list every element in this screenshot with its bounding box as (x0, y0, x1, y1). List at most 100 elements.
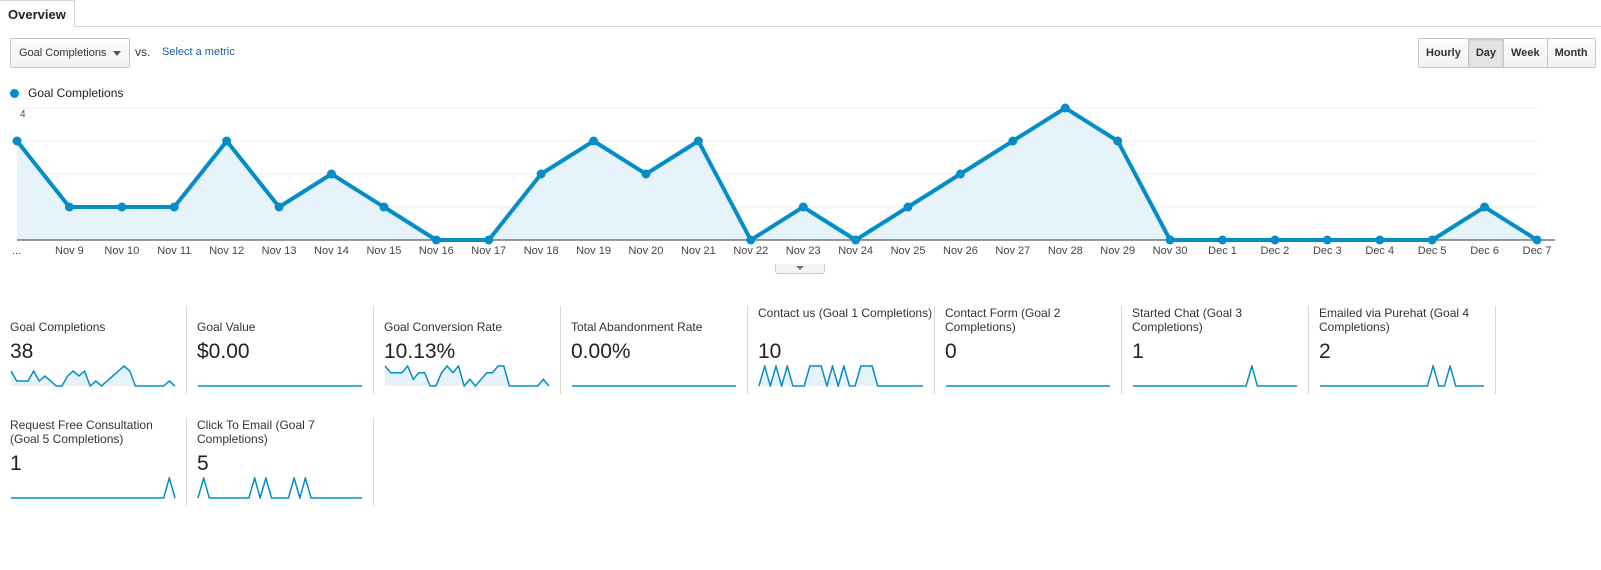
data-point[interactable] (798, 202, 808, 212)
x-tick-label: Nov 13 (262, 245, 297, 257)
sparkline (572, 385, 736, 387)
scorecard[interactable]: Goal Conversion Rate 10.13% (374, 306, 561, 394)
data-point[interactable] (536, 169, 546, 179)
data-point[interactable] (12, 136, 22, 146)
x-tick-label: Nov 23 (786, 245, 821, 257)
legend-label: Goal Completions (28, 86, 124, 100)
x-tick-label: Nov 10 (104, 245, 139, 257)
data-point[interactable] (379, 202, 389, 212)
series-area (17, 108, 1537, 240)
chart-collapse-handle[interactable] (775, 264, 825, 274)
data-point[interactable] (1480, 202, 1490, 212)
scorecard-value: 1 (1132, 340, 1144, 363)
data-point[interactable] (1165, 235, 1175, 245)
data-point[interactable] (117, 202, 127, 212)
scorecard[interactable]: Request Free Consultation (Goal 5 Comple… (0, 418, 187, 506)
x-tick-label: Nov 17 (471, 245, 506, 257)
data-point[interactable] (903, 202, 913, 212)
scorecard-label: Total Abandonment Rate (571, 320, 703, 334)
tab-overview[interactable]: Overview (0, 0, 75, 28)
series-line (15, 106, 1539, 242)
x-tick-label: Nov 24 (838, 245, 873, 257)
hourly-button[interactable]: Hourly (1419, 39, 1469, 67)
data-point[interactable] (955, 169, 965, 179)
select-metric-link[interactable]: Select a metric (162, 46, 235, 58)
scorecard-label: Goal Value (197, 320, 256, 334)
x-tick-label: Nov 20 (629, 245, 664, 257)
data-point[interactable] (746, 235, 756, 245)
x-tick-label: Nov 21 (681, 245, 716, 257)
x-tick-label: Nov 16 (419, 245, 454, 257)
scorecard-value: $0.00 (197, 340, 250, 363)
data-point[interactable] (484, 235, 494, 245)
x-tick-label: Nov 12 (209, 245, 244, 257)
sparkline (1133, 365, 1297, 387)
x-tick-label: Nov 15 (366, 245, 401, 257)
data-point[interactable] (326, 169, 336, 179)
data-point[interactable] (1113, 136, 1123, 146)
scorecard[interactable]: Emailed via Purehat (Goal 4 Completions)… (1309, 306, 1496, 394)
chevron-down-icon (796, 266, 804, 270)
x-tick-label: ... (12, 245, 21, 257)
sparkline-line (11, 477, 176, 499)
scorecard[interactable]: Contact Form (Goal 2 Completions) 0 (935, 306, 1122, 394)
data-point[interactable] (641, 169, 651, 179)
scorecard-label: Started Chat (Goal 3 Completions) (1132, 306, 1243, 334)
data-point[interactable] (1427, 235, 1437, 245)
x-tick-label: Nov 30 (1153, 245, 1188, 257)
data-point[interactable] (169, 202, 179, 212)
scorecard-label: Emailed via Purehat (Goal 4 Completions) (1319, 306, 1470, 334)
sparkline (1320, 365, 1484, 387)
tab-bar: Overview (0, 0, 1601, 28)
sparkline (197, 477, 362, 499)
month-button[interactable]: Month (1547, 39, 1595, 67)
data-point[interactable] (1218, 235, 1228, 245)
metric-select[interactable]: Goal Completions (10, 38, 130, 68)
x-tick-label: Dec 3 (1313, 245, 1342, 257)
vs-label: vs. (135, 45, 151, 59)
data-point[interactable] (1375, 235, 1385, 245)
metric-select-label: Goal Completions (19, 47, 107, 59)
x-tick-label: Dec 5 (1418, 245, 1447, 257)
data-point[interactable] (1270, 235, 1280, 245)
data-point[interactable] (222, 136, 232, 146)
scorecard-value: 2 (1319, 340, 1331, 363)
data-point[interactable] (693, 136, 703, 146)
x-tick-label: Nov 22 (733, 245, 768, 257)
x-tick-label: Dec 7 (1523, 245, 1552, 257)
data-point[interactable] (1532, 235, 1542, 245)
scorecard[interactable]: Goal Value $0.00 (187, 306, 374, 394)
granularity-toggle: Hourly Day Week Month (1418, 38, 1596, 68)
data-point[interactable] (431, 235, 441, 245)
data-point[interactable] (1008, 136, 1018, 146)
data-point[interactable] (64, 202, 74, 212)
data-point[interactable] (274, 202, 284, 212)
sparkline (384, 365, 550, 387)
day-button[interactable]: Day (1468, 39, 1505, 67)
scorecard-value: 10 (758, 340, 782, 363)
x-tick-label: Nov 25 (891, 245, 926, 257)
scorecard-value: 5 (197, 452, 209, 475)
scorecard[interactable]: Contact us (Goal 1 Completions) 10 (748, 306, 935, 394)
x-tick-label: Nov 18 (524, 245, 559, 257)
data-point[interactable] (589, 136, 599, 146)
scorecard[interactable]: Click To Email (Goal 7 Completions) 5 (187, 418, 374, 506)
week-button[interactable]: Week (1504, 39, 1548, 67)
scorecard[interactable]: Started Chat (Goal 3 Completions) 1 (1122, 306, 1309, 394)
scorecard-label: Click To Email (Goal 7 Completions) (197, 418, 315, 446)
sparkline (10, 365, 176, 387)
y-tick-label: 4 (20, 109, 26, 120)
x-tick-label: Nov 29 (1100, 245, 1135, 257)
scorecard-label: Goal Completions (10, 320, 106, 334)
scorecard-value: 1 (10, 452, 22, 475)
data-point[interactable] (851, 235, 861, 245)
scorecard-value: 10.13% (384, 340, 456, 363)
scorecard[interactable]: Total Abandonment Rate 0.00% (561, 306, 748, 394)
data-point[interactable] (1060, 103, 1070, 113)
scorecard[interactable]: Goal Completions 38 (0, 306, 187, 394)
x-tick-label: Nov 27 (995, 245, 1030, 257)
legend-dot-icon (10, 88, 19, 98)
chevron-down-icon (113, 51, 121, 56)
data-point[interactable] (1322, 235, 1332, 245)
scorecard-value: 0 (945, 340, 957, 363)
